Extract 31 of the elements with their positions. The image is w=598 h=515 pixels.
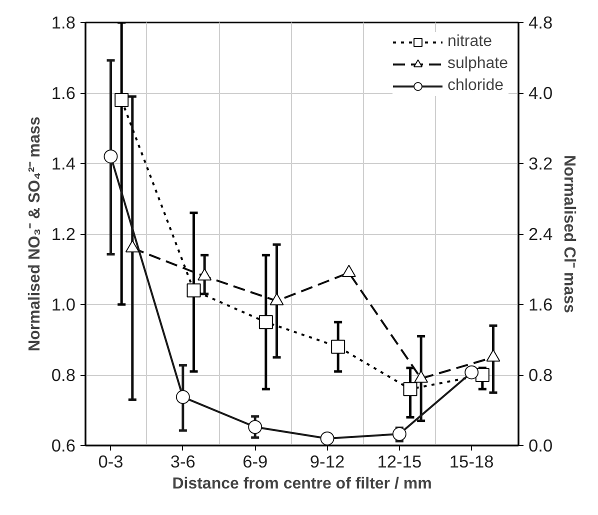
y2-tick-label: 4.8 [528,12,553,32]
y-axis-title: Normalised NO₃⁻ & SO₄²⁻ mass [26,116,44,352]
y-tick-label: 1.2 [51,224,76,244]
x-tick-label: 9-12 [310,452,345,472]
y-tick-label: 1.4 [51,154,76,174]
point [320,431,334,446]
point [464,365,479,380]
y-tick-label: 1.0 [51,294,76,314]
x-tick-label: 15-18 [449,452,494,472]
y-tick-label: 1.6 [51,83,76,103]
y-tick-label: 0.8 [51,365,76,385]
legend-label: sulphate [448,55,508,73]
x-axis-title: Distance from centre of filter / mm [172,476,432,492]
legend-label: chloride [448,77,504,95]
y2-tick-label: 0.8 [528,365,553,385]
y2-tick-label: 1.6 [528,294,553,314]
y2-tick-label: 0.0 [528,436,553,456]
x-tick-label: 3-6 [170,452,196,472]
x-tick-label: 6-9 [242,452,268,472]
y2-tick-label: 4.0 [528,83,553,103]
y-tick-label: 1.8 [51,12,76,32]
point [104,149,118,164]
legend-label: nitrate [448,33,492,51]
y2-tick-label: 3.2 [528,154,553,174]
y2-tick-label: 2.4 [528,224,553,244]
point [176,390,190,404]
x-tick-label: 0-3 [98,452,124,472]
point [248,420,262,434]
y-tick-label: 0.6 [51,436,76,456]
y2-axis-title: Normalised Cl⁻ mass [560,155,578,314]
x-tick-label: 12-15 [377,452,422,472]
